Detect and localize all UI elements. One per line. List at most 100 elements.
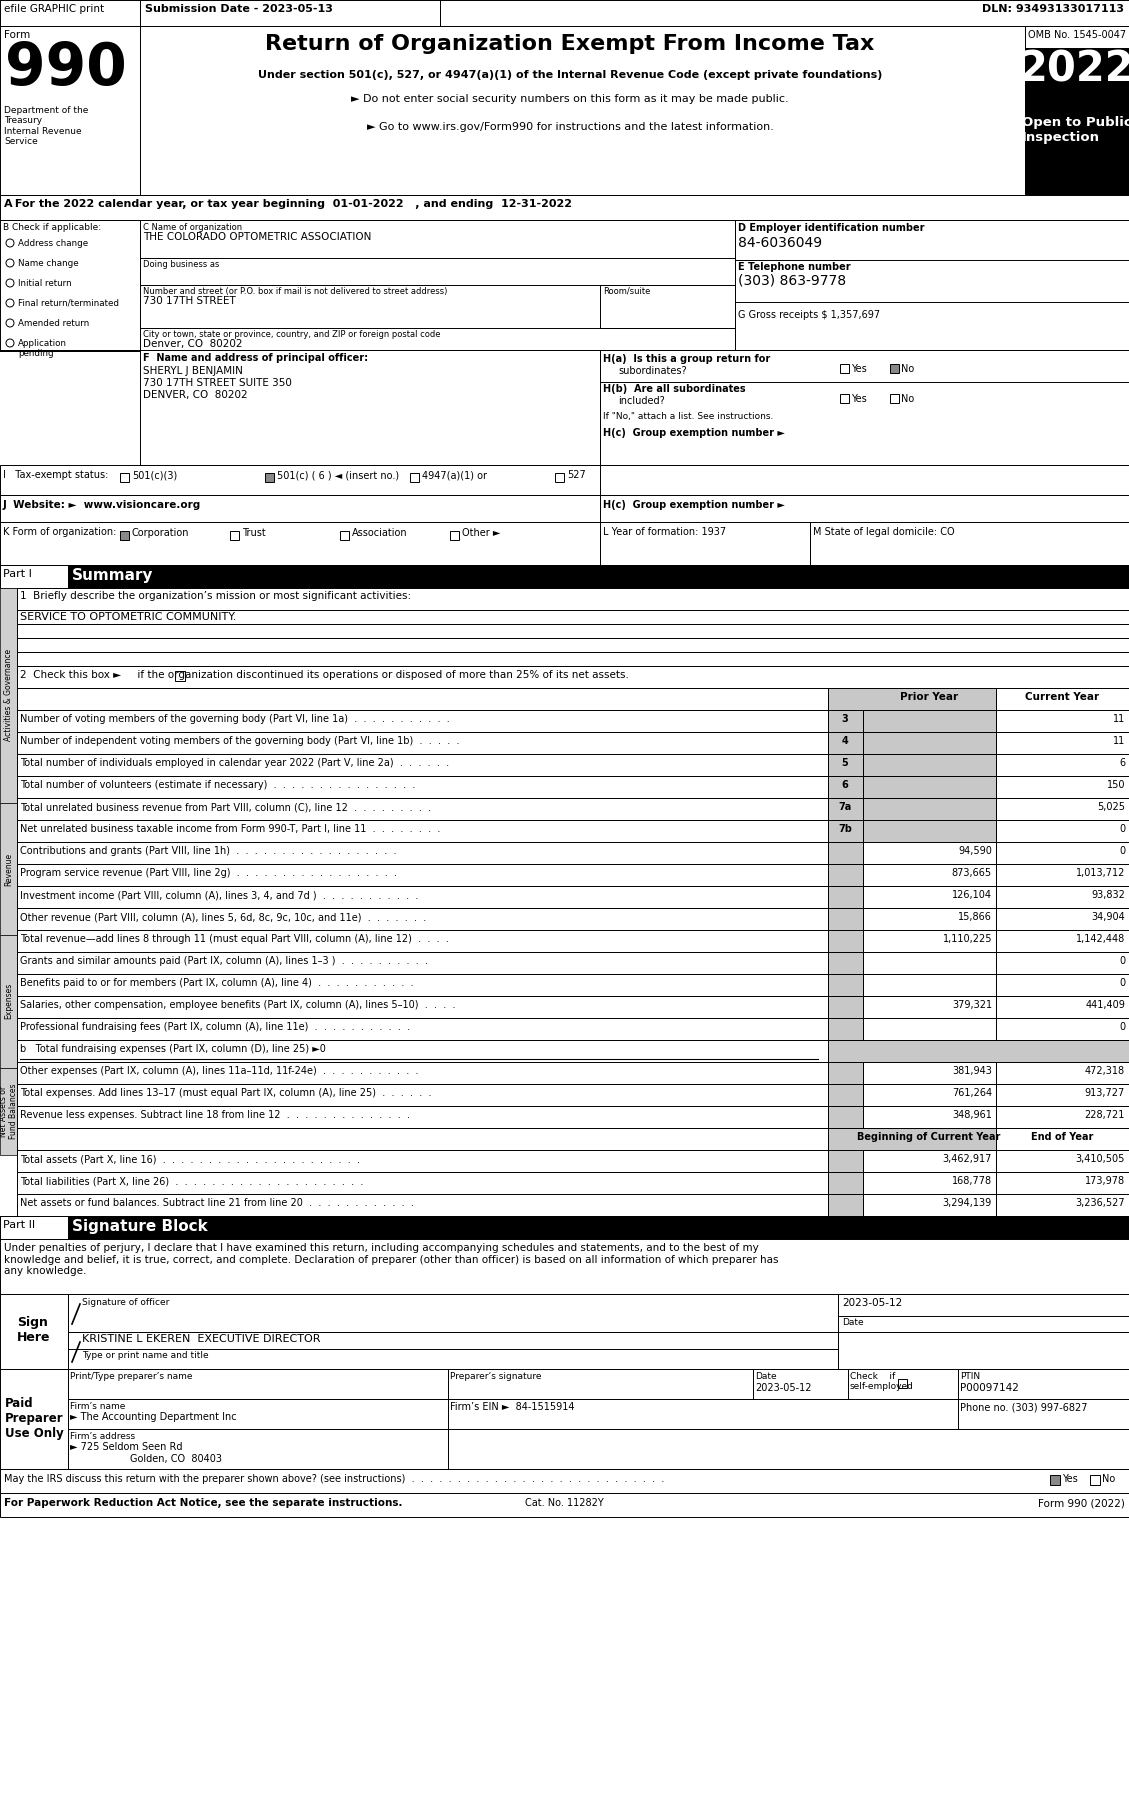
Bar xyxy=(996,931,1129,952)
Text: 2022: 2022 xyxy=(1019,47,1129,91)
Text: 0: 0 xyxy=(1119,824,1124,834)
Text: 94,590: 94,590 xyxy=(959,845,992,856)
Bar xyxy=(17,909,828,931)
Bar xyxy=(17,996,828,1018)
Bar xyxy=(17,1128,828,1150)
Text: Firm’s EIN ►  84-1515914: Firm’s EIN ► 84-1515914 xyxy=(450,1402,575,1411)
Bar xyxy=(68,1399,448,1429)
Bar xyxy=(735,219,1129,350)
Bar xyxy=(828,688,996,709)
Bar xyxy=(753,1370,848,1399)
Text: ► Go to www.irs.gov/Form990 for instructions and the latest information.: ► Go to www.irs.gov/Form990 for instruct… xyxy=(367,122,773,132)
Text: Benefits paid to or for members (Part IX, column (A), line 4)  .  .  .  .  .  . : Benefits paid to or for members (Part IX… xyxy=(20,978,413,989)
Bar xyxy=(0,804,17,934)
Bar xyxy=(140,25,1025,194)
Text: Form 990 (2022): Form 990 (2022) xyxy=(1039,1498,1124,1507)
Text: Form: Form xyxy=(5,31,30,40)
Text: SERVICE TO OPTOMETRIC COMMUNITY.: SERVICE TO OPTOMETRIC COMMUNITY. xyxy=(20,611,236,622)
Bar xyxy=(599,350,1129,464)
Bar xyxy=(996,996,1129,1018)
Text: Final return/terminated: Final return/terminated xyxy=(18,299,119,308)
Bar xyxy=(840,394,849,403)
Bar xyxy=(0,1068,17,1156)
Text: Phone no. (303) 997-6827: Phone no. (303) 997-6827 xyxy=(960,1402,1087,1411)
Text: Other ►: Other ► xyxy=(462,528,500,539)
Text: Total number of individuals employed in calendar year 2022 (Part V, line 2a)  . : Total number of individuals employed in … xyxy=(20,758,449,767)
Bar xyxy=(996,1194,1129,1215)
Bar xyxy=(230,532,239,541)
Text: PTIN: PTIN xyxy=(960,1371,980,1380)
Bar xyxy=(440,0,1129,25)
Bar xyxy=(959,1399,1129,1429)
Text: 913,727: 913,727 xyxy=(1085,1088,1124,1097)
Bar xyxy=(17,820,828,842)
Bar xyxy=(17,885,828,909)
Bar xyxy=(863,1107,996,1128)
Bar xyxy=(828,1018,863,1039)
Bar xyxy=(996,1061,1129,1085)
Bar xyxy=(599,495,1129,522)
Bar xyxy=(0,1293,68,1370)
Text: 6: 6 xyxy=(1119,758,1124,767)
Bar xyxy=(0,522,599,564)
Text: 173,978: 173,978 xyxy=(1085,1175,1124,1186)
Text: ► Do not enter social security numbers on this form as it may be made public.: ► Do not enter social security numbers o… xyxy=(351,94,789,103)
Bar xyxy=(0,464,1129,495)
Text: ► 725 Seldom Seen Rd: ► 725 Seldom Seen Rd xyxy=(70,1442,183,1451)
Bar xyxy=(68,1429,448,1469)
Bar xyxy=(555,473,564,483)
Text: City or town, state or province, country, and ZIP or foreign postal code: City or town, state or province, country… xyxy=(143,330,440,339)
Text: Professional fundraising fees (Part IX, column (A), line 11e)  .  .  .  .  .  . : Professional fundraising fees (Part IX, … xyxy=(20,1021,410,1032)
Text: I   Tax-exempt status:: I Tax-exempt status: xyxy=(3,470,108,481)
Bar xyxy=(828,1128,996,1150)
Bar xyxy=(599,464,1129,495)
Bar xyxy=(840,365,849,374)
Bar xyxy=(17,1039,828,1061)
Text: Association: Association xyxy=(352,528,408,539)
Text: 5: 5 xyxy=(841,758,848,767)
Bar xyxy=(996,842,1129,863)
Text: Firm’s address: Firm’s address xyxy=(70,1431,135,1440)
Text: 2023-05-12: 2023-05-12 xyxy=(755,1382,812,1393)
Text: Address change: Address change xyxy=(18,239,88,249)
Text: 6: 6 xyxy=(841,780,848,791)
Bar xyxy=(140,350,599,464)
Bar xyxy=(996,755,1129,776)
Text: 501(c)(3): 501(c)(3) xyxy=(132,470,177,481)
Bar xyxy=(0,1370,68,1469)
Bar xyxy=(0,1215,68,1239)
Bar xyxy=(848,1370,959,1399)
Bar xyxy=(1050,1475,1060,1486)
Text: Date: Date xyxy=(755,1371,777,1380)
Bar xyxy=(828,931,863,952)
Text: Part I: Part I xyxy=(3,570,32,579)
Bar xyxy=(863,1194,996,1215)
Bar xyxy=(340,532,349,541)
Text: F  Name and address of principal officer:: F Name and address of principal officer: xyxy=(143,354,368,363)
Text: 3,410,505: 3,410,505 xyxy=(1076,1154,1124,1165)
Bar xyxy=(863,909,996,931)
Bar xyxy=(17,842,828,863)
Bar xyxy=(448,1370,753,1399)
Text: 93,832: 93,832 xyxy=(1091,891,1124,900)
Text: 348,961: 348,961 xyxy=(952,1110,992,1119)
Bar xyxy=(0,0,1129,25)
Bar xyxy=(863,842,996,863)
Text: Yes: Yes xyxy=(1062,1475,1078,1484)
Text: 2023-05-12: 2023-05-12 xyxy=(842,1299,902,1308)
Bar xyxy=(17,666,1129,688)
Bar xyxy=(17,610,1129,624)
Bar xyxy=(0,0,140,25)
Bar xyxy=(140,219,735,350)
Bar xyxy=(863,1172,996,1194)
Bar xyxy=(996,733,1129,755)
Bar xyxy=(863,776,996,798)
Text: 5,025: 5,025 xyxy=(1097,802,1124,813)
Bar xyxy=(959,1370,1129,1399)
Bar xyxy=(828,755,863,776)
Text: efile GRAPHIC print: efile GRAPHIC print xyxy=(5,4,104,15)
Text: Revenue: Revenue xyxy=(5,853,14,885)
Bar xyxy=(17,624,1129,639)
Bar xyxy=(890,394,899,403)
Text: Current Year: Current Year xyxy=(1025,691,1099,702)
